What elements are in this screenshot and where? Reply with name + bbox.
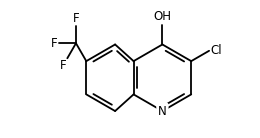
Text: F: F	[51, 37, 58, 50]
Text: Cl: Cl	[210, 44, 222, 57]
Text: OH: OH	[153, 10, 171, 23]
Text: F: F	[60, 59, 67, 72]
Text: F: F	[73, 12, 79, 25]
Text: N: N	[158, 104, 167, 118]
